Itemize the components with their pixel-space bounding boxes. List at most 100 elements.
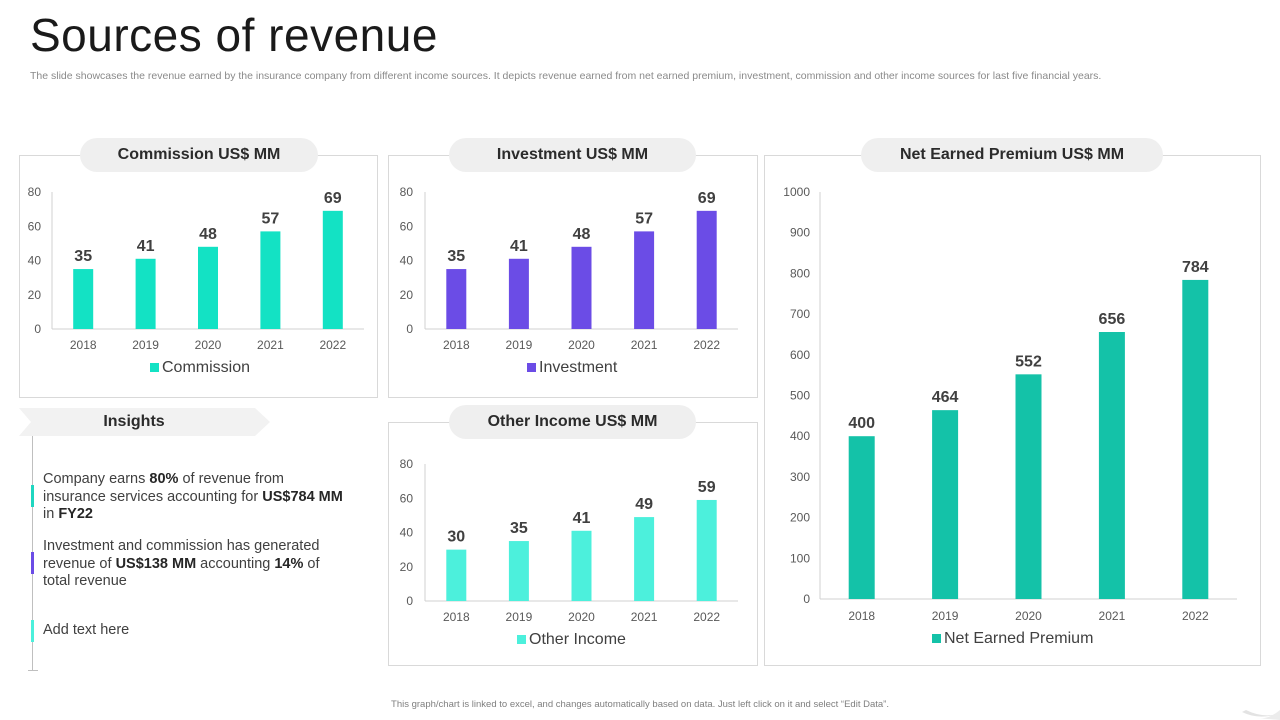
- insights-header-banner: [19, 408, 270, 436]
- insight-marker-1: [31, 485, 34, 507]
- y-tick-label: 40: [400, 526, 414, 540]
- x-tick-label: 2021: [257, 338, 284, 352]
- x-tick-label: 2022: [1182, 609, 1209, 623]
- bar[interactable]: [1098, 332, 1125, 599]
- y-tick-label: 40: [400, 254, 414, 268]
- insight-text-segment: in: [43, 506, 59, 522]
- insights-timeline-end: [28, 670, 38, 671]
- commission-chart-title: Commission US$ MM: [80, 138, 318, 172]
- bar[interactable]: [508, 541, 529, 601]
- legend-swatch: [150, 363, 159, 372]
- bar-value-label: 784: [1182, 259, 1209, 276]
- bar-value-label: 35: [74, 248, 92, 265]
- insight-item-1[interactable]: Company earns 80% of revenue from insura…: [43, 471, 343, 524]
- insight-text-segment: US$784 MM: [262, 488, 343, 505]
- x-tick-label: 2018: [443, 338, 470, 352]
- bar[interactable]: [73, 269, 94, 329]
- bar[interactable]: [696, 210, 717, 329]
- bar-value-label: 552: [1015, 353, 1042, 370]
- y-tick-label: 20: [400, 288, 414, 302]
- bar[interactable]: [446, 269, 467, 329]
- y-tick-label: 40: [28, 254, 42, 268]
- insight-item-3[interactable]: Add text here: [43, 622, 343, 640]
- bar-value-label: 57: [635, 210, 653, 227]
- bar[interactable]: [571, 246, 592, 329]
- insight-text-segment: US$138 MM: [115, 555, 197, 572]
- insight-text-segment: Investment and commission has generated …: [43, 538, 320, 572]
- bar[interactable]: [260, 231, 281, 329]
- x-tick-label: 2020: [195, 338, 222, 352]
- y-tick-label: 0: [34, 322, 41, 336]
- y-tick-label: 600: [790, 348, 810, 362]
- legend-swatch: [517, 635, 526, 644]
- bar[interactable]: [932, 410, 959, 599]
- bar-value-label: 41: [573, 510, 591, 527]
- y-tick-label: 900: [790, 226, 810, 240]
- insight-text-segment: FY22: [58, 506, 93, 522]
- y-tick-label: 0: [406, 322, 413, 336]
- bar[interactable]: [322, 210, 343, 329]
- bar-value-label: 41: [137, 238, 155, 255]
- bar[interactable]: [446, 549, 467, 601]
- y-tick-label: 20: [28, 288, 42, 302]
- bar[interactable]: [1015, 374, 1042, 599]
- y-tick-label: 700: [790, 307, 810, 321]
- x-tick-label: 2019: [506, 338, 533, 352]
- x-tick-label: 2019: [506, 610, 533, 624]
- y-tick-label: 300: [790, 470, 810, 484]
- premium-chart-panel[interactable]: [764, 155, 1261, 666]
- bar-value-label: 35: [510, 520, 528, 537]
- y-tick-label: 0: [406, 594, 413, 608]
- x-tick-label: 2022: [693, 610, 720, 624]
- investment-chart-title: Investment US$ MM: [449, 138, 696, 172]
- y-tick-label: 500: [790, 389, 810, 403]
- x-tick-label: 2021: [631, 338, 658, 352]
- y-tick-label: 200: [790, 511, 810, 525]
- bar-value-label: 400: [848, 415, 875, 432]
- y-tick-label: 60: [28, 219, 42, 233]
- insight-text-segment: accounting: [196, 555, 275, 572]
- bar-value-label: 69: [698, 190, 716, 207]
- y-tick-label: 20: [400, 560, 414, 574]
- bar[interactable]: [508, 258, 529, 329]
- bar[interactable]: [848, 436, 875, 599]
- page-subtitle: The slide showcases the revenue earned b…: [30, 70, 1102, 82]
- insight-marker-2: [31, 552, 34, 574]
- x-tick-label: 2019: [132, 338, 159, 352]
- x-tick-label: 2022: [319, 338, 346, 352]
- other-income-chart-title: Other Income US$ MM: [449, 405, 696, 439]
- footer-note: This graph/chart is linked to excel, and…: [391, 699, 889, 710]
- insights-heading: Insights: [103, 413, 165, 430]
- bar-value-label: 30: [447, 529, 465, 546]
- x-tick-label: 2019: [932, 609, 959, 623]
- x-tick-label: 2022: [693, 338, 720, 352]
- y-tick-label: 0: [803, 592, 810, 606]
- bar[interactable]: [634, 517, 655, 601]
- x-tick-label: 2018: [848, 609, 875, 623]
- y-tick-label: 60: [400, 219, 414, 233]
- insight-text-segment: Add text here: [43, 622, 130, 638]
- legend-swatch: [527, 363, 536, 372]
- bar[interactable]: [135, 258, 156, 329]
- insight-text-segment: of revenue from insurance services accou…: [43, 471, 284, 505]
- insight-text-segment: 80%: [149, 471, 179, 487]
- x-tick-label: 2020: [1015, 609, 1042, 623]
- legend-label: Investment: [539, 359, 618, 376]
- bar-value-label: 49: [635, 496, 653, 513]
- x-tick-label: 2018: [443, 610, 470, 624]
- bar[interactable]: [1182, 279, 1209, 599]
- insight-marker-3: [31, 620, 34, 642]
- insight-item-2[interactable]: Investment and commission has generated …: [43, 538, 343, 591]
- bar[interactable]: [198, 246, 218, 329]
- x-tick-label: 2021: [631, 610, 658, 624]
- bar[interactable]: [634, 231, 655, 329]
- bar[interactable]: [696, 499, 717, 601]
- bar-value-label: 57: [262, 210, 280, 227]
- bar-value-label: 656: [1099, 311, 1126, 328]
- bar[interactable]: [571, 530, 592, 601]
- bar-value-label: 48: [199, 226, 217, 243]
